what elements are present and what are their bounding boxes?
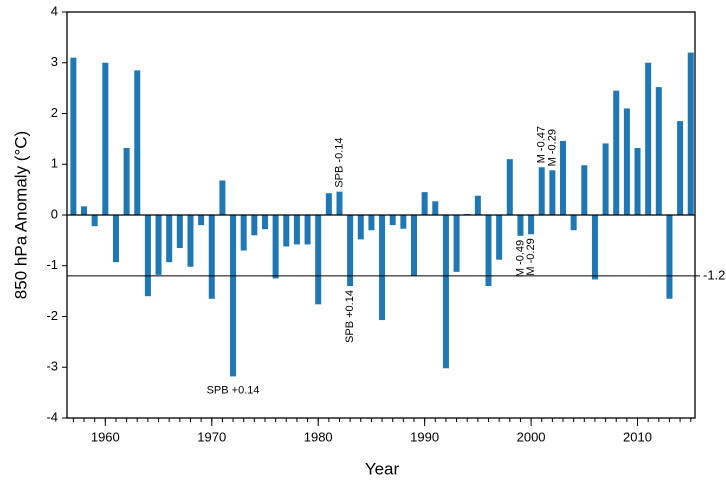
bar	[645, 62, 652, 215]
reference-label: -1.2	[703, 267, 725, 282]
bar	[602, 143, 609, 215]
annotation: SPB -0.14	[333, 138, 345, 188]
y-tick-label: 0	[51, 206, 58, 221]
bar	[102, 62, 109, 215]
bar	[485, 215, 492, 287]
bar	[421, 192, 428, 215]
bar	[666, 215, 673, 299]
bar	[655, 87, 662, 215]
bar	[123, 148, 130, 215]
bar	[219, 180, 226, 215]
bar	[379, 215, 386, 321]
bar	[325, 193, 332, 215]
bar	[155, 215, 162, 275]
bar	[293, 215, 300, 245]
y-tick-label: 1	[51, 156, 58, 171]
x-tick-label: 2010	[623, 429, 652, 444]
bar	[144, 215, 151, 297]
bar	[272, 215, 279, 279]
bar	[687, 52, 694, 215]
bar	[506, 159, 513, 215]
bar	[283, 215, 290, 247]
y-tick-label: 3	[51, 54, 58, 69]
y-tick-label: 2	[51, 105, 58, 120]
bar	[230, 215, 237, 377]
bar	[187, 215, 194, 267]
bar	[261, 215, 268, 230]
annotation: M -0.29	[546, 129, 558, 166]
bar	[453, 215, 460, 272]
y-axis-label: 850 hPa Anomaly (°C)	[11, 131, 30, 299]
bar	[240, 215, 247, 251]
bar	[304, 215, 311, 245]
annotation: SPB +0.14	[207, 384, 260, 396]
bar	[357, 215, 364, 240]
annotation: M -0.49	[514, 240, 526, 277]
bar	[528, 215, 535, 235]
bar	[613, 90, 620, 215]
bar	[81, 206, 88, 215]
bar	[176, 215, 183, 248]
annotation: SPB +0.14	[344, 290, 356, 343]
bar	[208, 215, 215, 299]
y-tick-label: -4	[46, 409, 58, 424]
bar	[336, 191, 343, 215]
bar	[315, 215, 322, 305]
y-tick-label: 4	[51, 3, 58, 18]
bar	[432, 201, 439, 215]
bar	[549, 170, 556, 215]
annotation: M -0.47	[536, 126, 548, 163]
bar	[623, 108, 630, 215]
bar	[581, 165, 588, 215]
bar	[251, 215, 258, 236]
bar	[198, 215, 205, 226]
x-tick-label: 2000	[517, 429, 546, 444]
x-axis-label: Year	[365, 459, 400, 478]
bar	[538, 167, 545, 215]
bar	[112, 215, 119, 263]
annotation: M -0.29	[525, 238, 537, 275]
bar	[91, 215, 98, 227]
bar	[368, 215, 375, 231]
bar	[560, 140, 567, 215]
x-tick-label: 1980	[304, 429, 333, 444]
bar	[389, 215, 396, 226]
bar	[166, 215, 173, 263]
y-tick-label: -3	[46, 359, 58, 374]
x-tick-label: 1970	[197, 429, 226, 444]
bar	[517, 215, 524, 236]
bar	[442, 215, 449, 369]
bar	[400, 215, 407, 229]
bar	[591, 215, 598, 280]
y-tick-label: -1	[46, 257, 58, 272]
bar	[134, 70, 141, 215]
bar	[634, 148, 641, 215]
bar	[410, 215, 417, 276]
y-tick-label: -2	[46, 308, 58, 323]
x-tick-label: 1990	[410, 429, 439, 444]
bar	[70, 57, 77, 215]
bar	[474, 195, 481, 215]
bar	[570, 215, 577, 231]
bar	[347, 215, 354, 287]
bar	[496, 215, 503, 260]
x-tick-label: 1960	[91, 429, 120, 444]
bar	[677, 121, 684, 215]
